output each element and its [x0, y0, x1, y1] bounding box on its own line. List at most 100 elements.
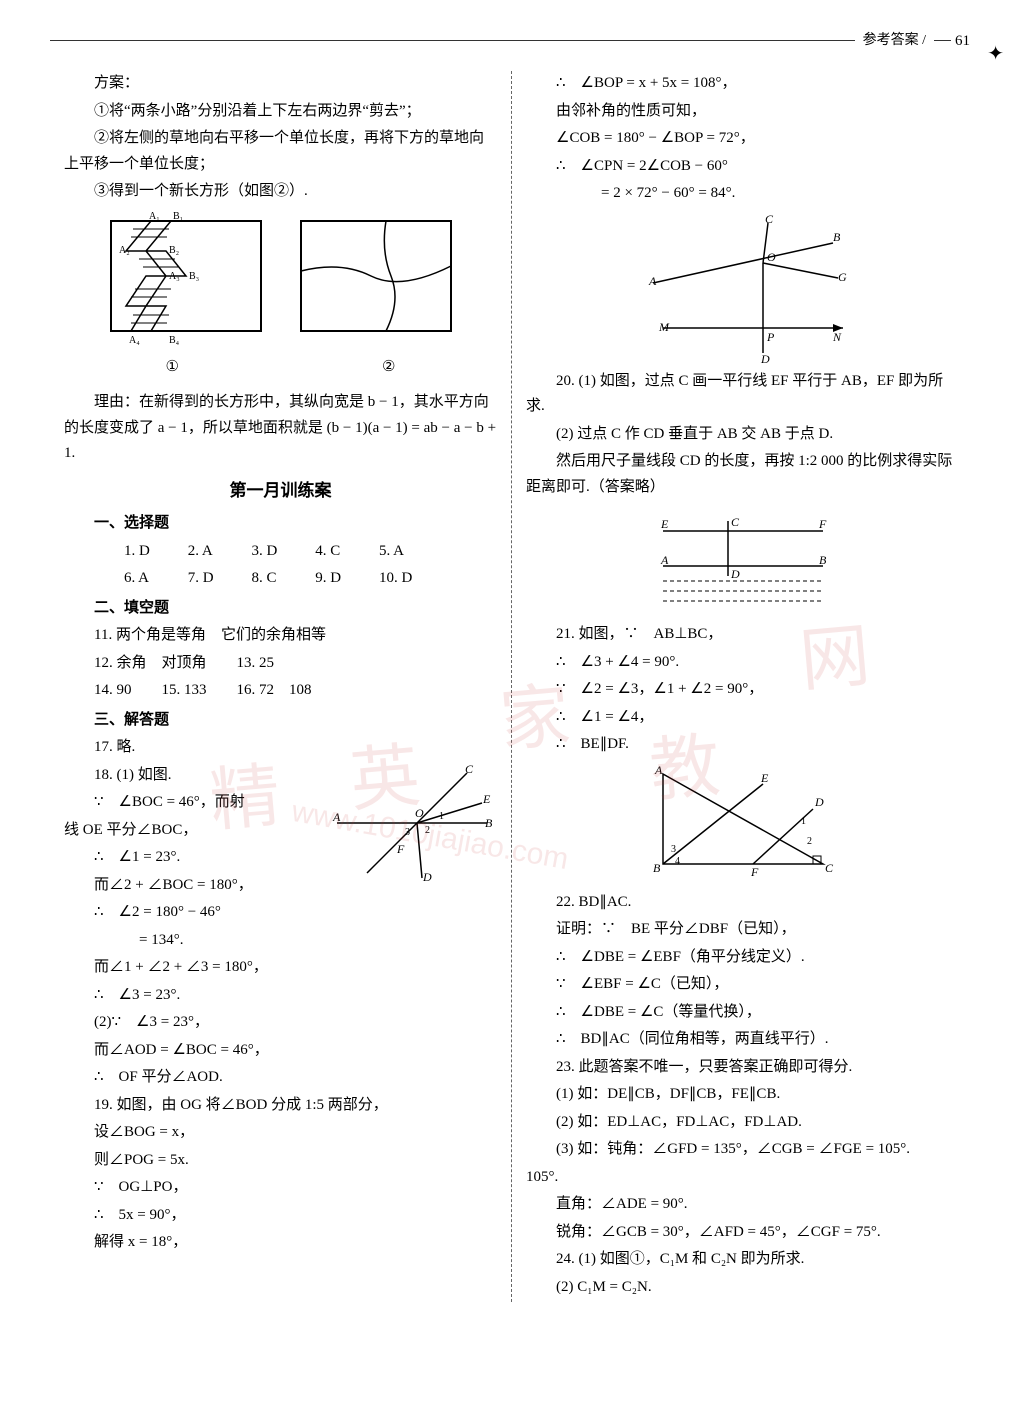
header-rule: 参考答案 / 61 ✦ [50, 40, 974, 41]
svg-text:A: A [332, 810, 341, 824]
svg-text:E: E [760, 771, 769, 785]
mc-answer: 5. A [349, 539, 409, 565]
q18-line: 而∠AOD = ∠BOC = 46°， [64, 1038, 497, 1064]
q22-line: 22. BD∥AC. [526, 890, 960, 916]
q22-line: ∵ ∠EBF = ∠C（已知）， [526, 972, 960, 998]
q19-line: ∴ ∠CPN = 2∠COB − 60° [526, 154, 960, 180]
q18-line: ∴ ∠2 = 180° − 46° [64, 900, 497, 926]
svg-text:D: D [760, 352, 770, 363]
svg-text:F: F [818, 517, 827, 531]
q22-line: 证明：∵ BE 平分∠DBF（已知）， [526, 917, 960, 943]
svg-text:E: E [482, 792, 491, 806]
q19-line: 19. 如图，由 OG 将∠BOD 分成 1:5 两部分， [64, 1093, 497, 1119]
q23-line: 105°. [526, 1165, 960, 1191]
svg-text:B₂: B₂ [169, 245, 179, 256]
q21-line: ∴ BE∥DF. [526, 732, 960, 758]
svg-text:A: A [648, 274, 657, 288]
page-number: 61 [951, 29, 974, 55]
intro-line: ①将“两条小路”分别沿着上下左右两边界“剪去”； [64, 99, 497, 125]
svg-text:B₁: B₁ [173, 211, 183, 222]
mc-answer: 1. D [94, 539, 154, 565]
svg-text:A₄: A₄ [129, 335, 140, 346]
intro-line: 方案： [64, 71, 497, 97]
svg-text:B: B [653, 861, 661, 875]
right-column: ∴ ∠BOP = x + 5x = 108°， 由邻补角的性质可知， ∠COB … [512, 71, 974, 1302]
training-title: 第一月训练案 [64, 477, 497, 506]
svg-text:O: O [415, 806, 424, 820]
svg-text:A: A [654, 764, 663, 777]
header-label: 参考答案 / [855, 29, 934, 53]
q23-line: (1) 如：DE∥CB，DF∥CB，FE∥CB. [526, 1082, 960, 1108]
figure-21: A B C D E F 1 2 3 4 [526, 764, 960, 884]
q21-line: ∵ ∠2 = ∠3，∠1 + ∠2 = 90°， [526, 677, 960, 703]
svg-text:A₂: A₂ [119, 245, 130, 256]
q20-line: (2) 过点 C 作 CD 垂直于 AB 交 AB 于点 D. [526, 422, 960, 448]
q19-line: 设∠BOG = x， [64, 1120, 497, 1146]
section-2-title: 二、填空题 [64, 596, 497, 622]
q22-line: ∴ BD∥AC（同位角相等，两直线平行）. [526, 1027, 960, 1053]
q22-line: ∴ ∠DBE = ∠C（等量代换）， [526, 1000, 960, 1026]
q17: 17. 略. [64, 735, 497, 761]
q22-line: ∴ ∠DBE = ∠EBF（角平分线定义）. [526, 945, 960, 971]
svg-text:D: D [422, 870, 432, 883]
svg-text:2: 2 [807, 836, 812, 847]
svg-text:B₄: B₄ [169, 335, 180, 346]
q18-line: ∴ OF 平分∠AOD. [64, 1065, 497, 1091]
q18-line: (2)∵ ∠3 = 23°， [64, 1010, 497, 1036]
intro-line: ③得到一个新长方形（如图②）. [64, 179, 497, 205]
mc-answer: 9. D [285, 566, 345, 592]
q19-line: ∴ ∠BOP = x + 5x = 108°， [526, 71, 960, 97]
fill-answer: 14. 90 15. 133 16. 72 108 [64, 678, 497, 704]
q20-line: 20. (1) 如图，过点 C 画一平行线 EF 平行于 AB，EF 即为所求. [526, 369, 960, 420]
fill-answer: 12. 余角 对顶角 13. 25 [64, 651, 497, 677]
mc-answer: 4. C [285, 539, 345, 565]
q23-line: 直角：∠ADE = 90°. [526, 1192, 960, 1218]
q19-line: ∴ 5x = 90°， [64, 1203, 497, 1229]
svg-text:C: C [465, 763, 474, 776]
mc-row: 6. A 7. D 8. C 9. D 10. D [64, 566, 497, 592]
mc-answer: 10. D [349, 566, 412, 592]
svg-text:1: 1 [801, 816, 806, 827]
svg-text:B: B [485, 816, 493, 830]
q18-line: = 134°. [64, 928, 497, 954]
corner-decoration: ✦ [987, 37, 1004, 71]
svg-text:B: B [833, 230, 841, 244]
svg-text:3: 3 [671, 844, 676, 855]
svg-text:2: 2 [425, 825, 430, 836]
q19-line: 解得 x = 18°， [64, 1230, 497, 1256]
fig1-caption-1: ① [166, 355, 179, 381]
q21-line: ∴ ∠1 = ∠4， [526, 705, 960, 731]
svg-text:1: 1 [439, 811, 444, 822]
q23-line: (3) 如：钝角：∠GFD = 135°，∠CGB = ∠FGE = 105°. [526, 1137, 960, 1163]
fig1-caption-2: ② [382, 355, 395, 381]
mc-answer: 3. D [222, 539, 282, 565]
intro-line: ②将左侧的草地向右平移一个单位长度，再将下方的草地向上平移一个单位长度； [64, 126, 497, 177]
mc-row: 1. D 2. A 3. D 4. C 5. A [64, 539, 497, 565]
left-column: 方案： ①将“两条小路”分别沿着上下左右两边界“剪去”； ②将左侧的草地向右平移… [50, 71, 512, 1302]
q21-line: ∴ ∠3 + ∠4 = 90°. [526, 650, 960, 676]
q19-line: ∵ OG⊥PO， [64, 1175, 497, 1201]
svg-text:E: E [660, 517, 669, 531]
q23-line: 23. 此题答案不唯一，只要答案正确即可得分. [526, 1055, 960, 1081]
svg-text:A: A [660, 553, 669, 567]
svg-text:4: 4 [675, 856, 680, 867]
mc-answer: 6. A [94, 566, 154, 592]
svg-text:D: D [730, 567, 740, 581]
mc-answer: 2. A [158, 539, 218, 565]
q19-line: = 2 × 72° − 60° = 84°. [526, 181, 960, 207]
svg-text:N: N [832, 330, 842, 344]
svg-text:D: D [814, 795, 824, 809]
svg-text:F: F [750, 865, 759, 879]
figure-19: A B C D G M N O P [526, 213, 960, 363]
svg-text:M: M [658, 320, 670, 334]
svg-text:O: O [767, 250, 776, 264]
q19-line: ∠COB = 180° − ∠BOP = 72°， [526, 126, 960, 152]
svg-text:G: G [838, 270, 847, 284]
svg-text:B₃: B₃ [189, 271, 199, 282]
mc-answer: 8. C [222, 566, 282, 592]
figure-20: E C F A D B [526, 506, 960, 616]
figure-18: A B C D E F O 1 2 3 [327, 763, 497, 893]
svg-text:F: F [396, 842, 405, 856]
q19-line: 则∠POG = 5x. [64, 1148, 497, 1174]
svg-text:A₁: A₁ [149, 211, 160, 222]
